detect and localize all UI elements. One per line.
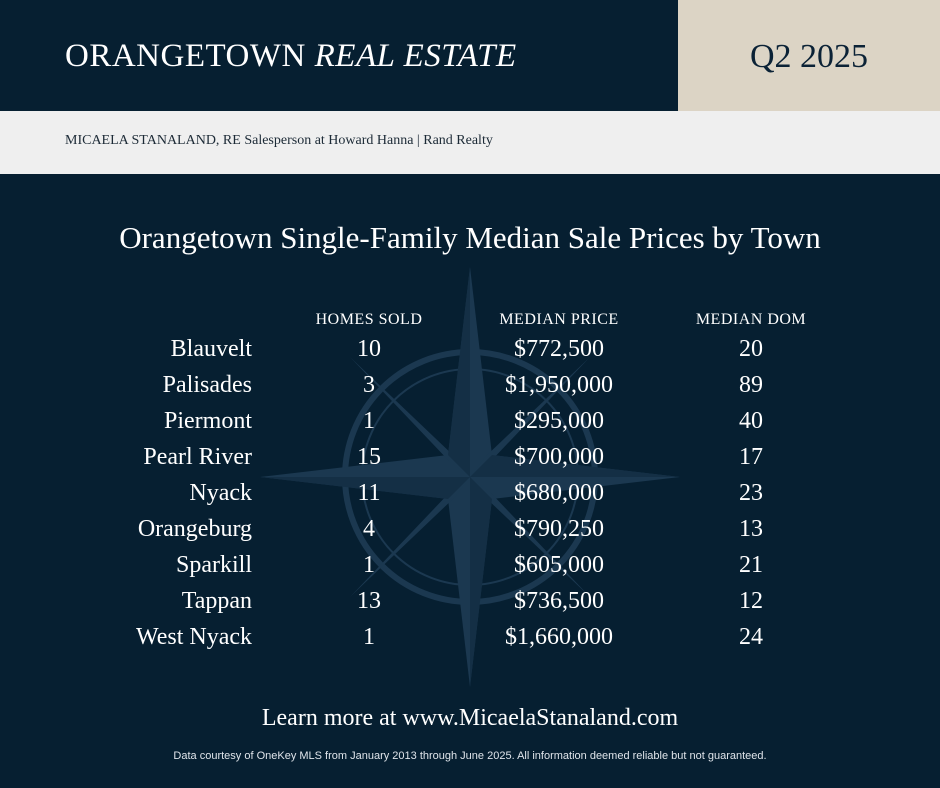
table-row: Piermont 1 $295,000 40 — [0, 406, 940, 442]
disclaimer-text: Data courtesy of OneKey MLS from January… — [173, 750, 767, 762]
brand-title: ORANGETOWN REAL ESTATE — [65, 38, 517, 75]
homes-sold-value: 1 — [363, 408, 375, 434]
table-row: Palisades 3 $1,950,000 89 — [0, 370, 940, 406]
column-header-homes-sold: HOMES SOLD — [315, 311, 423, 328]
median-dom-value: 89 — [739, 372, 763, 398]
quarter-label: Q2 2025 — [749, 38, 869, 75]
compass-rose-icon — [260, 267, 680, 687]
median-dom-value: 24 — [739, 624, 763, 650]
table-row: Nyack 11 $680,000 23 — [0, 478, 940, 514]
town-name: Palisades — [162, 372, 252, 398]
median-dom-value: 23 — [739, 480, 763, 506]
median-price-value: $1,660,000 — [505, 624, 613, 650]
homes-sold-value: 1 — [363, 552, 375, 578]
quarter-panel: Q2 2025 — [678, 0, 940, 111]
homes-sold-value: 3 — [363, 372, 375, 398]
median-price-value: $605,000 — [514, 552, 604, 578]
median-price-value: $736,500 — [514, 588, 604, 614]
agent-line: MICAELA STANALAND, RE Salesperson at How… — [65, 133, 493, 148]
town-name: Orangeburg — [137, 516, 252, 542]
homes-sold-value: 15 — [357, 444, 381, 470]
column-header-median-price: MEDIAN PRICE — [499, 311, 619, 328]
median-dom-value: 21 — [739, 552, 763, 578]
median-dom-value: 40 — [739, 408, 763, 434]
median-price-value: $295,000 — [514, 408, 604, 434]
homes-sold-value: 11 — [357, 480, 381, 506]
agent-band: MICAELA STANALAND, RE Salesperson at How… — [0, 111, 940, 174]
homes-sold-value: 10 — [357, 336, 381, 362]
table-row: West Nyack 1 $1,660,000 24 — [0, 622, 940, 658]
town-name: Sparkill — [176, 552, 252, 578]
page-title: Orangetown Single-Family Median Sale Pri… — [119, 220, 821, 255]
column-header-median-dom: MEDIAN DOM — [695, 311, 807, 328]
table-row: Tappan 13 $736,500 12 — [0, 586, 940, 622]
brand-title-italic: REAL ESTATE — [314, 38, 517, 74]
town-name: Blauvelt — [170, 336, 252, 362]
brand-title-regular: ORANGETOWN — [65, 38, 306, 74]
town-name: Piermont — [164, 408, 252, 434]
median-price-value: $772,500 — [514, 336, 604, 362]
town-table: Blauvelt 10 $772,500 20 Palisades 3 $1,9… — [0, 334, 940, 658]
median-price-value: $790,250 — [514, 516, 604, 542]
town-name: West Nyack — [135, 624, 252, 650]
table-row: Orangeburg 4 $790,250 13 — [0, 514, 940, 550]
homes-sold-value: 13 — [357, 588, 381, 614]
median-dom-value: 17 — [739, 444, 763, 470]
median-dom-value: 12 — [739, 588, 763, 614]
table-row: Sparkill 1 $605,000 21 — [0, 550, 940, 586]
homes-sold-value: 1 — [363, 624, 375, 650]
town-name: Tappan — [181, 588, 252, 614]
median-dom-value: 20 — [739, 336, 763, 362]
town-name: Pearl River — [143, 444, 252, 470]
homes-sold-value: 4 — [363, 516, 375, 542]
town-name: Nyack — [189, 480, 252, 506]
table-row: Blauvelt 10 $772,500 20 — [0, 334, 940, 370]
table-row: Pearl River 15 $700,000 17 — [0, 442, 940, 478]
median-dom-value: 13 — [739, 516, 763, 542]
median-price-value: $700,000 — [514, 444, 604, 470]
learn-more-link[interactable]: Learn more at www.MicaelaStanaland.com — [261, 705, 679, 731]
median-price-value: $1,950,000 — [505, 372, 613, 398]
median-price-value: $680,000 — [514, 480, 604, 506]
